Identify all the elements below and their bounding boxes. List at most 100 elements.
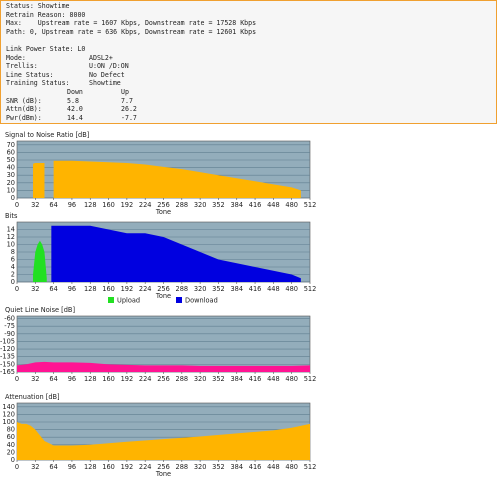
x-tick-label: 192 — [121, 201, 134, 209]
x-tick-label: 256 — [157, 463, 170, 471]
x-tick-label: 128 — [84, 463, 97, 471]
x-tick-label: 320 — [194, 201, 207, 209]
x-tick-label: 256 — [157, 375, 170, 383]
x-tick-label: 384 — [230, 463, 243, 471]
x-tick-label: 448 — [267, 463, 280, 471]
y-tick-label: 30 — [7, 171, 15, 179]
y-tick-label: 20 — [7, 179, 15, 187]
field-value: U:ON /D:ON — [89, 62, 129, 70]
y-tick-label: 10 — [7, 241, 15, 249]
x-tick-label: 160 — [102, 463, 115, 471]
x-tick-label: 384 — [230, 375, 243, 383]
column-header: Down — [67, 88, 83, 96]
x-tick-label: 64 — [49, 463, 57, 471]
field-value: Showtime — [89, 79, 121, 87]
field-label: Mode: — [6, 53, 26, 62]
status-line: Path: 0, Upstream rate = 636 Kbps, Downs… — [6, 27, 257, 36]
y-tick-label: 14 — [7, 226, 15, 234]
legend-swatch — [108, 297, 114, 303]
x-tick-label: 128 — [84, 375, 97, 383]
cell-value: 14.4 — [67, 113, 83, 122]
y-tick-label: 0 — [11, 194, 15, 202]
status-line: Link Power State: L0 — [6, 45, 86, 53]
x-tick-label: 416 — [249, 463, 262, 471]
x-tick-label: 192 — [121, 375, 134, 383]
x-tick-label: 0 — [15, 463, 19, 471]
field-label: Trellis: — [6, 62, 38, 70]
row-label: SNR (dB): — [6, 96, 42, 105]
x-tick-label: 0 — [15, 285, 19, 293]
status-line: Retrain Reason: 8000 — [6, 10, 86, 19]
y-tick-label: 20 — [7, 448, 15, 456]
x-tick-label: 96 — [68, 201, 76, 209]
y-tick-label: 2 — [11, 271, 15, 279]
x-tick-label: 288 — [176, 375, 189, 383]
chart-title: Bits — [5, 212, 18, 220]
x-tick-label: 224 — [139, 201, 152, 209]
y-tick-label: 140 — [2, 403, 15, 411]
y-tick-label: 120 — [2, 410, 15, 418]
area — [17, 361, 310, 372]
status-panel: Status: Showtime Retrain Reason: 8000 Max:… — [0, 0, 497, 124]
x-tick-label: 512 — [304, 201, 317, 209]
x-tick-label: 256 — [157, 285, 170, 293]
x-tick-label: 0 — [15, 375, 19, 383]
area — [33, 160, 301, 198]
x-tick-label: 448 — [267, 285, 280, 293]
legend-swatch — [176, 297, 182, 303]
field-value: No Defect — [89, 70, 125, 79]
y-tick-label: 80 — [7, 426, 15, 434]
x-tick-label: 352 — [212, 375, 225, 383]
y-tick-label: -75 — [4, 322, 15, 330]
y-tick-label: 40 — [7, 164, 15, 172]
x-tick-label: 224 — [139, 463, 152, 471]
x-axis-label: Tone — [155, 470, 171, 478]
row-label: Attn(dB): — [6, 105, 42, 113]
cell-value: 26.2 — [121, 105, 137, 113]
x-tick-label: 160 — [102, 375, 115, 383]
x-tick-label: 224 — [139, 285, 152, 293]
x-tick-label: 64 — [49, 375, 57, 383]
x-tick-label: 32 — [31, 201, 39, 209]
y-tick-label: 70 — [7, 141, 15, 149]
cell-value: 7.7 — [121, 96, 133, 105]
legend-label: Upload — [117, 297, 140, 305]
y-tick-label: 8 — [11, 248, 15, 256]
area — [33, 240, 47, 282]
field-label: Training Status: — [6, 79, 70, 87]
x-tick-label: 448 — [267, 201, 280, 209]
y-tick-label: 60 — [7, 148, 15, 156]
y-tick-label: 0 — [11, 456, 15, 464]
x-tick-label: 320 — [194, 285, 207, 293]
y-tick-label: -120 — [0, 345, 15, 353]
x-tick-label: 480 — [285, 463, 298, 471]
x-tick-label: 384 — [230, 285, 243, 293]
x-tick-label: 480 — [285, 285, 298, 293]
x-tick-label: 32 — [31, 463, 39, 471]
cell-value: 5.8 — [67, 96, 79, 105]
row-label: Pwr(dBm): — [6, 113, 42, 122]
y-tick-label: 100 — [2, 418, 15, 426]
x-tick-label: 96 — [68, 463, 76, 471]
x-axis-label: Tone — [155, 208, 171, 216]
y-tick-label: -60 — [4, 315, 15, 323]
x-tick-label: 512 — [304, 375, 317, 383]
x-tick-label: 352 — [212, 285, 225, 293]
x-tick-label: 320 — [194, 375, 207, 383]
status-line: Status: Showtime — [6, 2, 70, 10]
status-line: Max: Upstream rate = 1607 Kbps, Downstre… — [6, 19, 257, 27]
x-tick-label: 224 — [139, 375, 152, 383]
column-header: Up — [121, 88, 129, 96]
area — [17, 422, 310, 460]
x-tick-label: 512 — [304, 285, 317, 293]
cell-value: 42.0 — [67, 105, 83, 113]
x-axis-label: Tone — [155, 292, 171, 300]
x-tick-label: 416 — [249, 285, 262, 293]
x-tick-label: 0 — [15, 201, 19, 209]
legend-label: Download — [185, 297, 218, 305]
x-tick-label: 480 — [285, 375, 298, 383]
x-tick-label: 352 — [212, 201, 225, 209]
x-tick-label: 416 — [249, 201, 262, 209]
x-tick-label: 352 — [212, 463, 225, 471]
